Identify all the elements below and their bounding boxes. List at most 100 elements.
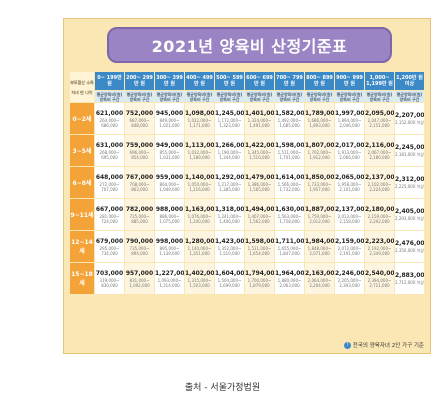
age-group-label: 3~5세 — [70, 135, 94, 166]
income-bracket-header: 0~ 199만 원 — [95, 72, 124, 90]
cost-range: 1,913,000~ 2,066,000 — [337, 149, 362, 160]
cost-range: 895,000~ 1,139,000 — [159, 245, 180, 256]
average-cost: 2,207,000 — [395, 112, 424, 119]
table-row: 9~11세 667,000 281,000~ 724,000 782,000 725,0… — [70, 199, 424, 230]
sub-header-cell: 평균양육비(원) 양육비 구간 — [155, 91, 184, 102]
cost-cell: 959,000 864,000~ 1,049,000 — [155, 167, 184, 198]
average-cost: 1,794,000 — [245, 269, 274, 277]
average-cost: 1,997,000 — [335, 109, 364, 117]
cost-range: 1,352,000~ 1,510,000 — [217, 245, 242, 256]
income-bracket-header: 500~ 599만 원 — [215, 72, 244, 90]
cost-table-frame: 2021년 양육비 산정기준표 부모합산 소득 자녀 만 나이 0~ 199만 … — [63, 18, 431, 354]
table-body: 0~2세 621,000 264,000~ 686,000 752,000 687,00… — [70, 103, 424, 294]
income-bracket-header: 900~ 999만 원 — [335, 72, 364, 90]
average-cost: 1,494,000 — [245, 205, 274, 213]
cost-range: 687,000~ 848,000 — [129, 117, 150, 128]
average-cost: 648,000 — [95, 173, 124, 181]
cost-cell: 667,000 281,000~ 724,000 — [95, 199, 124, 230]
corner-income-label: 부모합산 소득 — [70, 79, 94, 85]
average-cost: 782,000 — [125, 205, 154, 213]
average-cost: 1,402,000 — [185, 269, 214, 277]
cost-range: 1,759,000~ 2,012,000 — [307, 213, 332, 224]
cost-cell: 945,000 849,000~ 1,021,000 — [155, 103, 184, 134]
average-cost: 2,405,000 — [395, 208, 424, 215]
age-group-label: 9~11세 — [70, 199, 94, 230]
cost-range: 1,032,000~ 1,189,000 — [187, 149, 212, 160]
income-bracket-header: 600~ 699만 원 — [245, 72, 274, 90]
cost-range: 1,848,000~ 2,071,000 — [307, 245, 332, 256]
cost-range: 1,241,000~ 1,406,000 — [217, 213, 242, 224]
corner-cell: 부모합산 소득 자녀 만 나이 — [70, 72, 94, 102]
average-cost: 998,000 — [155, 237, 184, 245]
sub-header-cell: 평균양육비(원) 양육비 구간 — [245, 91, 274, 102]
average-cost: 1,245,000 — [215, 109, 244, 117]
average-cost: 1,887,000 — [305, 205, 334, 213]
cost-range: 2,152,000 이상 — [395, 120, 424, 125]
cost-range: 1,958,000~ 2,101,000 — [337, 181, 362, 192]
cost-cell: 759,000 696,000~ 854,000 — [125, 135, 154, 166]
average-cost: 752,000 — [125, 109, 154, 117]
cost-range: 1,217,000~ 1,385,000 — [217, 181, 242, 192]
income-bracket-header: 800~ 899만 원 — [305, 72, 334, 90]
average-cost: 1,113,000 — [185, 141, 214, 149]
average-cost: 2,065,000 — [335, 173, 364, 181]
average-cost: 1,163,000 — [185, 205, 214, 213]
cost-range: 1,511,000~ 1,701,000 — [277, 149, 302, 160]
cost-range: 1,050,000~ 1,216,000 — [187, 181, 212, 192]
cost-range: 2,192,000~ 2,349,000 — [367, 245, 392, 256]
average-cost: 1,423,000 — [215, 237, 244, 245]
sub-header-cell: 평균양육비(원) 양육비 구간 — [395, 91, 424, 102]
average-cost: 1,140,000 — [185, 173, 214, 181]
average-cost: 667,000 — [95, 205, 124, 213]
table-row: 3~5세 631,000 268,000~ 695,000 759,000 696,00… — [70, 135, 424, 166]
average-cost: 1,711,000 — [275, 237, 304, 245]
sub-header-cell: 평균양육비(원) 양육비 구간 — [305, 91, 334, 102]
cost-range: 2,293,000 이상 — [395, 216, 424, 221]
cost-range: 855,000~ 1,031,000 — [159, 149, 180, 160]
sub-header-cell: 평균양육비(원) 양육비 구간 — [215, 91, 244, 102]
average-cost: 2,223,000 — [365, 237, 394, 245]
cost-cell: 648,000 272,000~ 707,000 — [95, 167, 124, 198]
cost-range: 295,000~ 734,000 — [99, 245, 120, 256]
table-row: 6~8세 648,000 272,000~ 707,000 767,000 708,00… — [70, 167, 424, 198]
cost-cell: 782,000 725,000~ 885,000 — [125, 199, 154, 230]
cost-cell: 679,000 295,000~ 734,000 — [95, 231, 124, 262]
cost-range: 2,181,000 이상 — [395, 152, 424, 157]
sub-header-row: 평균양육비(원) 양육비 구간 평균양육비(원) 양육비 구간 평균양육비(원) 양… — [70, 91, 424, 102]
cost-cell: 767,000 708,000~ 863,000 — [125, 167, 154, 198]
age-group-label: 0~2세 — [70, 103, 94, 134]
sub-header-cell: 평균양육비(원) 양육비 구간 — [185, 91, 214, 102]
cost-range: 1,504,000~ 1,699,000 — [217, 277, 242, 288]
average-cost: 1,280,000 — [185, 237, 214, 245]
cost-cell: 621,000 264,000~ 686,000 — [95, 103, 124, 134]
cost-cell: 790,000 735,000~ 894,000 — [125, 231, 154, 262]
cost-range: 2,350,000 이상 — [395, 248, 424, 253]
cost-range: 1,315,000~ 1,503,000 — [187, 277, 212, 288]
cost-range: 264,000~ 686,000 — [99, 117, 120, 128]
sub-header-cell: 평균양육비(원) 양육비 구간 — [365, 91, 394, 102]
income-bracket-header: 1,200만 원 이상 — [395, 72, 424, 90]
average-cost: 1,807,000 — [305, 141, 334, 149]
average-cost: 790,000 — [125, 237, 154, 245]
cost-range: 1,655,000~ 1,847,000 — [277, 245, 302, 256]
cost-range: 2,047,000~ 2,151,000 — [367, 117, 392, 128]
